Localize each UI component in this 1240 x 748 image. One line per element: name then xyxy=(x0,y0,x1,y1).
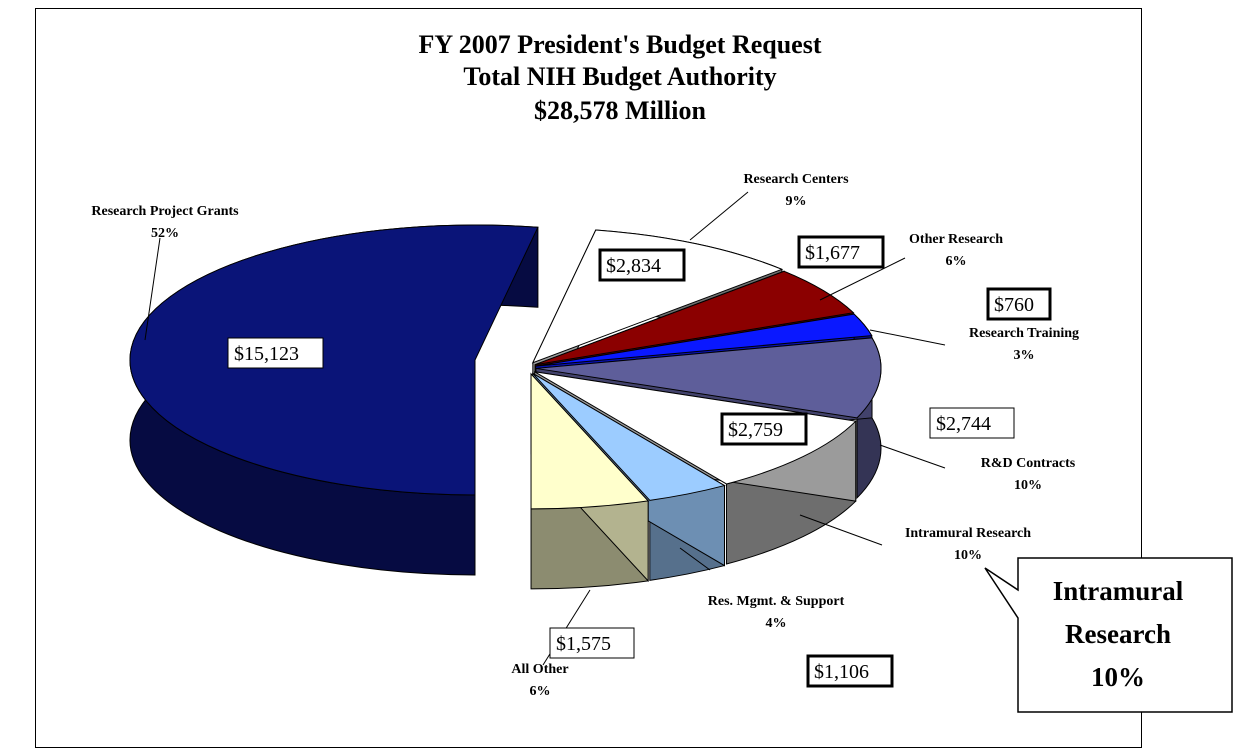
slice-category-label: All Other xyxy=(511,662,568,677)
pie-chart: Research Project Grants52%$15,123Researc… xyxy=(91,172,1233,713)
slice-value-label-6: $1,106 xyxy=(806,654,894,688)
slice-category-label: Intramural Research xyxy=(905,526,1031,541)
value-box xyxy=(806,654,894,688)
callout-shape xyxy=(984,557,1233,713)
value-box xyxy=(720,412,808,446)
slice-value-text: $2,759 xyxy=(728,419,783,441)
slice-value-text: $1,677 xyxy=(805,242,860,264)
slice-value-label-4: $2,744 xyxy=(929,407,1015,439)
value-box xyxy=(986,287,1052,321)
value-box xyxy=(549,627,635,659)
slice-value-text: $760 xyxy=(994,294,1034,316)
slice-top xyxy=(535,313,873,367)
slice-value-label-7: $1,575 xyxy=(549,627,635,659)
slice-label-1: Research Centers 9% xyxy=(689,172,849,241)
leader-line xyxy=(679,547,711,571)
slice-category-label: R&D Contracts xyxy=(981,456,1076,471)
slice-label-5: Intramural Research 10% xyxy=(799,514,1031,563)
callout-text: Intramural Research 10% xyxy=(1018,570,1218,699)
chart-title-line-1: FY 2007 President's Budget Request xyxy=(418,30,822,59)
slice-percent-label: 10% xyxy=(954,548,982,563)
slice-top xyxy=(534,371,857,485)
slice-percent-label: 4% xyxy=(766,616,787,631)
pie-slice-res-mgmt-support xyxy=(532,372,726,581)
slice-top xyxy=(534,270,855,366)
slice-value-label-5: $2,759 xyxy=(720,412,808,446)
slice-value-text: $15,123 xyxy=(234,343,299,365)
callout-line-1: Intramural xyxy=(1052,576,1184,606)
slice-value-label-2: $1,677 xyxy=(797,235,885,269)
slice-category-label: Research Training xyxy=(969,326,1079,341)
slice-category-label: Res. Mgmt. & Support xyxy=(708,594,845,609)
slice-value-text: $1,106 xyxy=(814,661,869,683)
slice-top xyxy=(532,372,726,501)
slice-value-text: $2,744 xyxy=(936,413,991,435)
slice-label-3: Research Training 3% xyxy=(869,326,1079,363)
pie-slice-research-project-grants xyxy=(129,224,539,576)
slice-percent-label: 52% xyxy=(151,226,179,241)
chart-title-line-2: Total NIH Budget Authority xyxy=(463,62,777,91)
leader-line xyxy=(689,191,749,241)
slice-category-label: Other Research xyxy=(909,232,1003,247)
slice-value-label-1: $2,834 xyxy=(598,248,686,282)
slice-top xyxy=(530,372,650,510)
slice-top xyxy=(531,229,784,364)
leader-line xyxy=(869,329,946,346)
callout-line-3: 10% xyxy=(1091,662,1145,692)
leader-line xyxy=(819,257,906,301)
slice-category-label: Research Centers xyxy=(743,172,849,187)
value-box xyxy=(797,235,885,269)
slice-value-label-3: $760 xyxy=(986,287,1052,321)
slice-percent-label: 6% xyxy=(530,684,551,699)
slice-value-text: $2,834 xyxy=(606,255,661,277)
slice-percent-label: 10% xyxy=(1014,478,1042,493)
chart-title-line-3: $28,578 Million xyxy=(534,96,706,125)
slice-percent-label: 9% xyxy=(786,194,807,209)
slice-label-4: R&D Contracts 10% xyxy=(879,444,1076,493)
slice-value-label-0: $15,123 xyxy=(227,337,324,369)
slice-label-0: Research Project Grants 52% xyxy=(91,204,239,341)
callout-line-2: Research xyxy=(1065,619,1171,649)
pie-slice-all-other xyxy=(530,372,650,590)
slice-category-label: Research Project Grants xyxy=(91,204,239,219)
slice-value-text: $1,575 xyxy=(556,633,611,655)
value-box xyxy=(598,248,686,282)
slice-top xyxy=(535,337,882,419)
callout-box xyxy=(984,557,1233,713)
leader-line xyxy=(799,514,883,546)
slice-percent-label: 6% xyxy=(946,254,967,269)
value-box xyxy=(227,337,324,369)
slice-label-2: Other Research 6% xyxy=(819,232,1003,301)
leader-line xyxy=(879,444,946,469)
slice-label-6: Res. Mgmt. & Support 4% xyxy=(679,547,845,631)
slice-percent-label: 3% xyxy=(1014,348,1035,363)
slice-top xyxy=(129,224,539,496)
pie-slice-intramural-research xyxy=(534,371,857,565)
value-box xyxy=(929,407,1015,439)
leader-line xyxy=(144,237,161,341)
